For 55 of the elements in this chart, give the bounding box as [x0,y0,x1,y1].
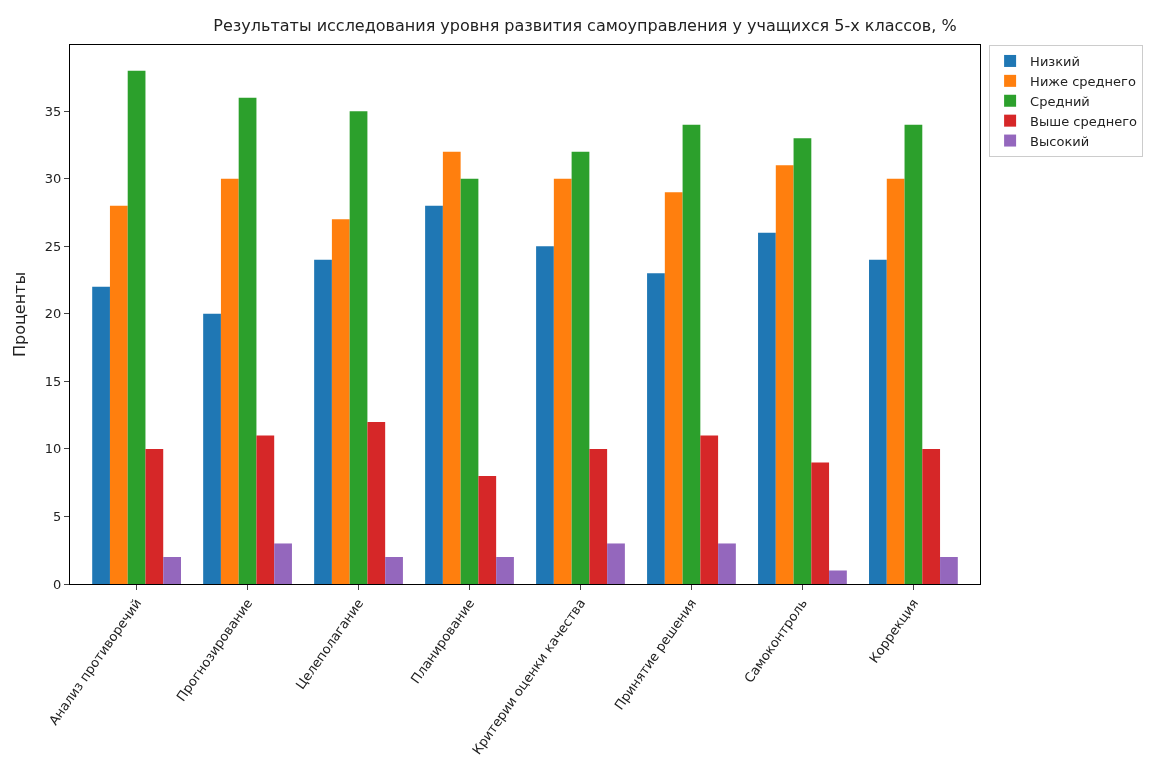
bar [553,178,572,584]
y-tick-label: 25 [44,238,62,254]
bar [127,70,146,584]
bar [385,556,403,584]
bar [442,151,461,584]
bar [536,246,554,584]
bar [220,178,239,584]
legend-label: Средний [1030,93,1090,109]
bar [274,543,292,584]
bar [256,435,275,584]
bar [718,543,736,584]
legend-label: Ниже среднего [1030,73,1136,89]
bar [940,556,958,584]
bar [109,205,128,584]
bar [571,151,590,584]
y-axis-title: Проценты [9,271,29,358]
bar [647,273,665,584]
bar [145,448,164,584]
bar [349,111,368,584]
bar [460,178,479,584]
bar [238,97,257,584]
bar [589,448,608,584]
y-tick-label: 10 [44,441,62,457]
bar [92,286,110,584]
bar [811,462,830,584]
y-tick-label: 35 [44,103,62,119]
bar [700,435,719,584]
bar [331,219,350,584]
bar [163,556,181,584]
bar [886,178,905,584]
chart-title: Результаты исследования уровня развития самоуправления у учащихся 5-х классов, % [213,15,957,35]
bar [775,165,794,584]
y-tick-label: 5 [53,509,62,525]
y-tick-label: 30 [44,171,62,187]
bar [869,259,887,584]
bar [478,475,497,584]
bar [607,543,625,584]
legend-label: Выше среднего [1030,113,1138,129]
bar [682,124,701,584]
bar [664,192,683,584]
bar [314,259,332,584]
legend-label: Низкий [1030,54,1080,70]
bar [496,556,514,584]
bar [793,138,812,584]
bar [367,421,386,584]
bar [904,124,923,584]
bar [922,448,941,584]
y-tick-label: 0 [53,576,62,592]
y-tick-label: 15 [44,373,62,389]
bar [758,232,776,584]
bar [203,313,221,584]
bar [425,205,443,584]
y-tick-label: 20 [44,306,62,322]
legend-label: Высокий [1030,133,1090,149]
bar [829,570,847,584]
